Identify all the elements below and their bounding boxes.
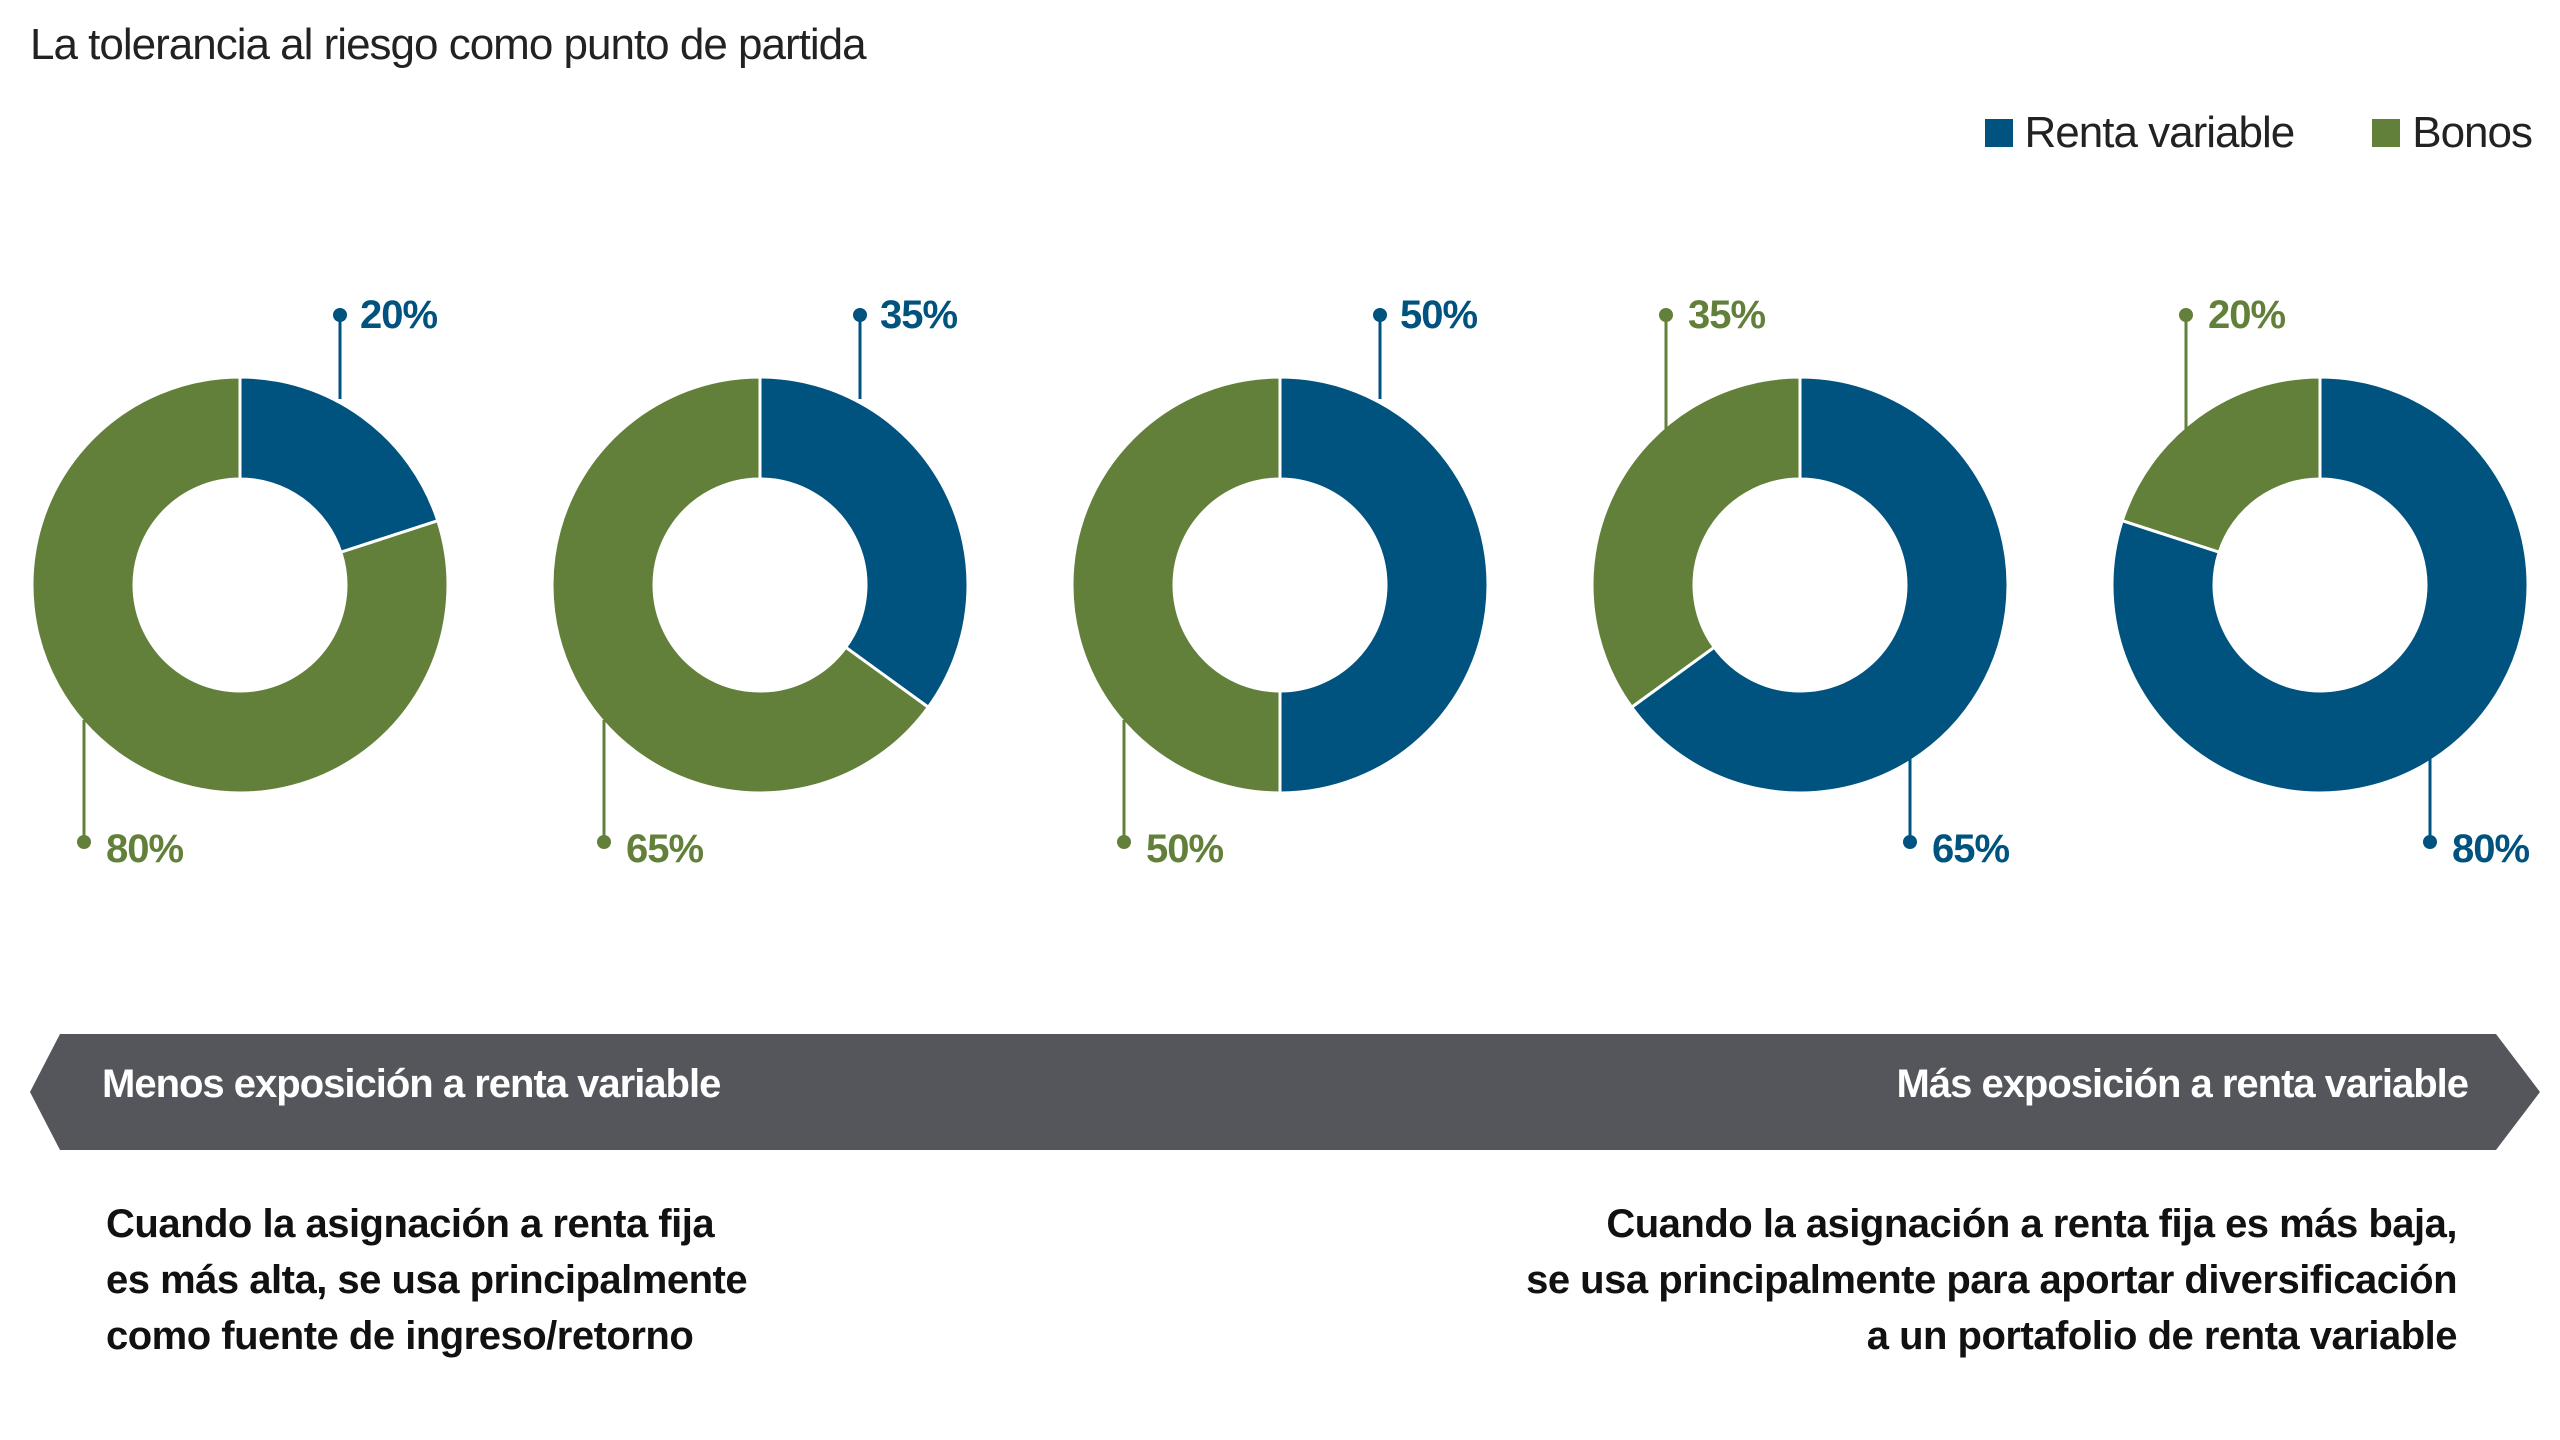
bonos-label: 20%: [2208, 293, 2285, 337]
donut-charts: 20% 80% 35% 65% 50% 50% 35% 65% 20% 80%: [30, 293, 2530, 871]
bonos-leader-dot: [1117, 835, 1131, 849]
renta-variable-label: 20%: [360, 293, 437, 337]
legend-swatch-bonos: [2372, 119, 2401, 147]
bonos-label: 50%: [1146, 827, 1223, 871]
legend: Renta variable Bonos: [1907, 108, 2533, 158]
exposure-arrow-shape: [30, 1034, 2540, 1150]
chart-title: La tolerancia al riesgo como punto de pa…: [30, 20, 867, 69]
slice-bonos: [30, 375, 450, 795]
note-right-line: se usa principalmente para aportar diver…: [1526, 1258, 2457, 1302]
slice-renta-variable: [238, 375, 440, 555]
slice-bonos: [1590, 375, 1802, 710]
note-right-line: a un portafolio de renta variable: [1866, 1314, 2458, 1358]
renta-variable-leader-dot: [1373, 308, 1387, 322]
slice-bonos: [2120, 375, 2322, 555]
renta-variable-label: 50%: [1400, 293, 1477, 337]
renta-variable-leader-dot: [1903, 835, 1917, 849]
bonos-label: 35%: [1688, 293, 1765, 337]
slice-renta-variable: [758, 375, 970, 710]
renta-variable-label: 65%: [1932, 827, 2009, 871]
slice-renta-variable: [2110, 375, 2530, 795]
renta-variable-leader-dot: [853, 308, 867, 322]
renta-variable-leader-dot: [2423, 835, 2437, 849]
slice-bonos: [550, 375, 931, 795]
bonos-label: 65%: [626, 827, 703, 871]
note-left-line: Cuando la asignación a renta fija: [106, 1202, 715, 1246]
note-left-line: como fuente de ingreso/retorno: [106, 1314, 694, 1358]
exposure-arrow: [30, 1034, 2540, 1150]
legend-label-bonos: Bonos: [2412, 108, 2533, 157]
legend-swatch-renta-variable: [1984, 119, 2013, 147]
arrow-right-label: Más exposición a renta variable: [1896, 1062, 2469, 1106]
slice-bonos: [1070, 375, 1282, 795]
slice-renta-variable: [1278, 375, 1490, 795]
bonos-leader-dot: [1659, 308, 1673, 322]
bonos-leader-dot: [597, 835, 611, 849]
renta-variable-label: 35%: [880, 293, 957, 337]
note-left-line: es más alta, se usa principalmente: [106, 1258, 748, 1302]
arrow-left-label: Menos exposición a renta variable: [102, 1062, 721, 1106]
legend-item-bonos: Bonos: [2372, 108, 2533, 158]
note-left: Cuando la asignación a renta fija es más…: [106, 1196, 748, 1364]
bonos-leader-dot: [2179, 308, 2193, 322]
bonos-label: 80%: [106, 827, 183, 871]
legend-item-renta-variable: Renta variable: [1984, 108, 2296, 158]
legend-label-renta-variable: Renta variable: [2024, 108, 2296, 157]
bonos-leader-dot: [77, 835, 91, 849]
renta-variable-label: 80%: [2452, 827, 2529, 871]
renta-variable-leader-dot: [333, 308, 347, 322]
note-right-line: Cuando la asignación a renta fija es más…: [1606, 1202, 2457, 1246]
note-right: Cuando la asignación a renta fija es más…: [1526, 1196, 2457, 1364]
slice-renta-variable: [1629, 375, 2010, 795]
